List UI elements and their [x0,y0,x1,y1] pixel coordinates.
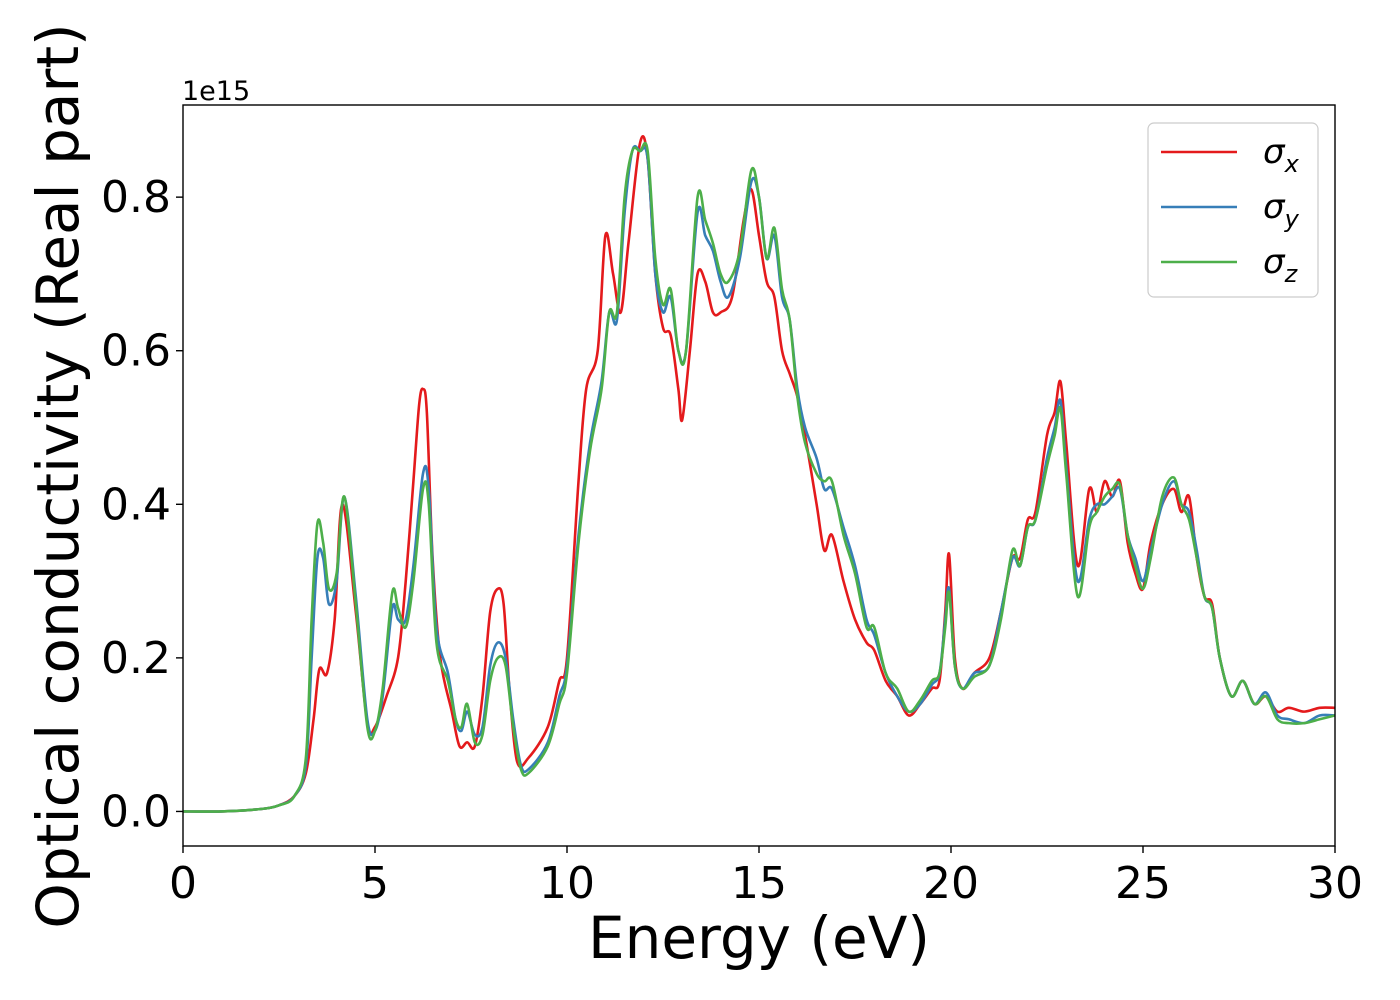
x-axis-ticks: 0 5 10 15 20 25 30 [169,846,1363,909]
series-lines [183,135,1335,813]
y-tick-label: 0.6 [101,326,171,377]
x-tick-label: 30 [1307,858,1363,909]
y-tick-label: 0.2 [101,633,171,684]
x-tick-label: 5 [361,858,389,909]
x-axis-label: Energy (eV) [588,904,930,972]
y-tick-label: 0.0 [101,786,171,837]
x-tick-label: 10 [539,858,595,909]
x-tick-label: 15 [731,858,787,909]
x-tick-label: 25 [1115,858,1171,909]
legend-label-y: σy [1263,187,1300,233]
y-tick-label: 0.4 [101,479,171,530]
y-offset-label: 1e15 [182,76,250,107]
x-tick-label: 20 [923,858,979,909]
y-axis-label: Optical conductivity (Real part) [24,23,92,928]
y-axis-ticks: 0.0 0.2 0.4 0.6 0.8 [101,172,183,837]
x-tick-label: 0 [169,858,197,909]
legend-box [1147,122,1319,298]
series-line-x [183,135,1335,813]
legend-label-x: σx [1263,132,1300,178]
series-line-z [183,141,1335,813]
legend: σx σy σz [1147,122,1319,298]
legend-label-z: σz [1263,242,1299,288]
y-tick-label: 0.8 [101,172,171,223]
